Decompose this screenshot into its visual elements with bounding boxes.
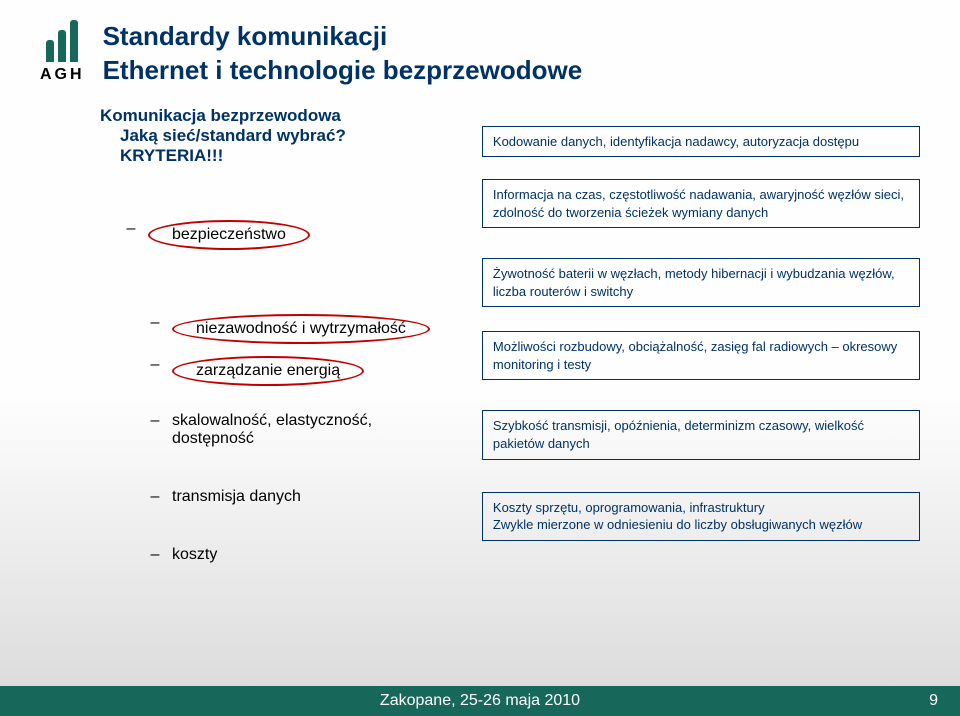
- title-line-2: Ethernet i technologie bezprzewodowe: [103, 54, 583, 88]
- info-box: Koszty sprzętu, oprogramowania, infrastr…: [482, 492, 920, 541]
- slide-content: AGH Standardy komunikacji Ethernet i tec…: [0, 0, 960, 716]
- dash-icon: –: [148, 488, 162, 506]
- left-items: –bezpieczeństwo–niezawodność i wytrzymał…: [100, 170, 462, 564]
- header: AGH Standardy komunikacji Ethernet i tec…: [40, 20, 920, 88]
- left-item: –zarządzanie energią: [100, 356, 462, 386]
- subtitle-line-3: KRYTERIA!!!: [100, 146, 462, 166]
- subtitle-block: Komunikacja bezprzewodowa Jaką sieć/stan…: [100, 106, 462, 166]
- left-column: Komunikacja bezprzewodowa Jaką sieć/stan…: [100, 106, 462, 564]
- logo-bar-2: [58, 30, 66, 62]
- page-title: Standardy komunikacji Ethernet i technol…: [103, 20, 583, 88]
- dash-icon: –: [148, 412, 162, 430]
- left-item-text: transmisja danych: [172, 488, 301, 506]
- left-item: –transmisja danych: [100, 488, 462, 506]
- left-item-text: zarządzanie energią: [172, 356, 364, 386]
- logo-bars: [46, 20, 78, 62]
- left-item: –bezpieczeństwo: [100, 220, 462, 250]
- columns: Komunikacja bezprzewodowa Jaką sieć/stan…: [40, 106, 920, 564]
- info-box: Możliwości rozbudowy, obciążalność, zasi…: [482, 331, 920, 380]
- info-box: Informacja na czas, częstotliwość nadawa…: [482, 179, 920, 228]
- left-item: –niezawodność i wytrzymałość: [100, 314, 462, 344]
- info-box: Szybkość transmisji, opóźnienia, determi…: [482, 410, 920, 459]
- info-box: Żywotność baterii w węzłach, metody hibe…: [482, 258, 920, 307]
- left-item-text: niezawodność i wytrzymałość: [172, 314, 430, 344]
- page-number: 9: [929, 692, 938, 710]
- subtitle-line-2: Jaką sieć/standard wybrać?: [100, 126, 462, 146]
- dash-icon: –: [124, 220, 138, 238]
- dash-icon: –: [148, 356, 162, 374]
- left-item: –koszty: [100, 546, 462, 564]
- dash-icon: –: [148, 314, 162, 332]
- left-item-text: bezpieczeństwo: [148, 220, 310, 250]
- subtitle-line-1: Komunikacja bezprzewodowa: [100, 106, 462, 126]
- title-line-1: Standardy komunikacji: [103, 20, 583, 54]
- footer: Zakopane, 25-26 maja 2010 9: [0, 686, 960, 716]
- logo-bar-3: [70, 20, 78, 62]
- right-column: Kodowanie danych, identyfikacja nadawcy,…: [482, 106, 920, 564]
- info-box: Kodowanie danych, identyfikacja nadawcy,…: [482, 126, 920, 158]
- left-item-text: skalowalność, elastyczność, dostępność: [172, 412, 372, 448]
- logo: AGH: [40, 20, 85, 84]
- left-item-text: koszty: [172, 546, 217, 564]
- logo-text: AGH: [40, 66, 85, 84]
- dash-icon: –: [148, 546, 162, 564]
- footer-text: Zakopane, 25-26 maja 2010: [380, 692, 580, 710]
- logo-bar-1: [46, 40, 54, 62]
- left-item: –skalowalność, elastyczność, dostępność: [100, 412, 462, 448]
